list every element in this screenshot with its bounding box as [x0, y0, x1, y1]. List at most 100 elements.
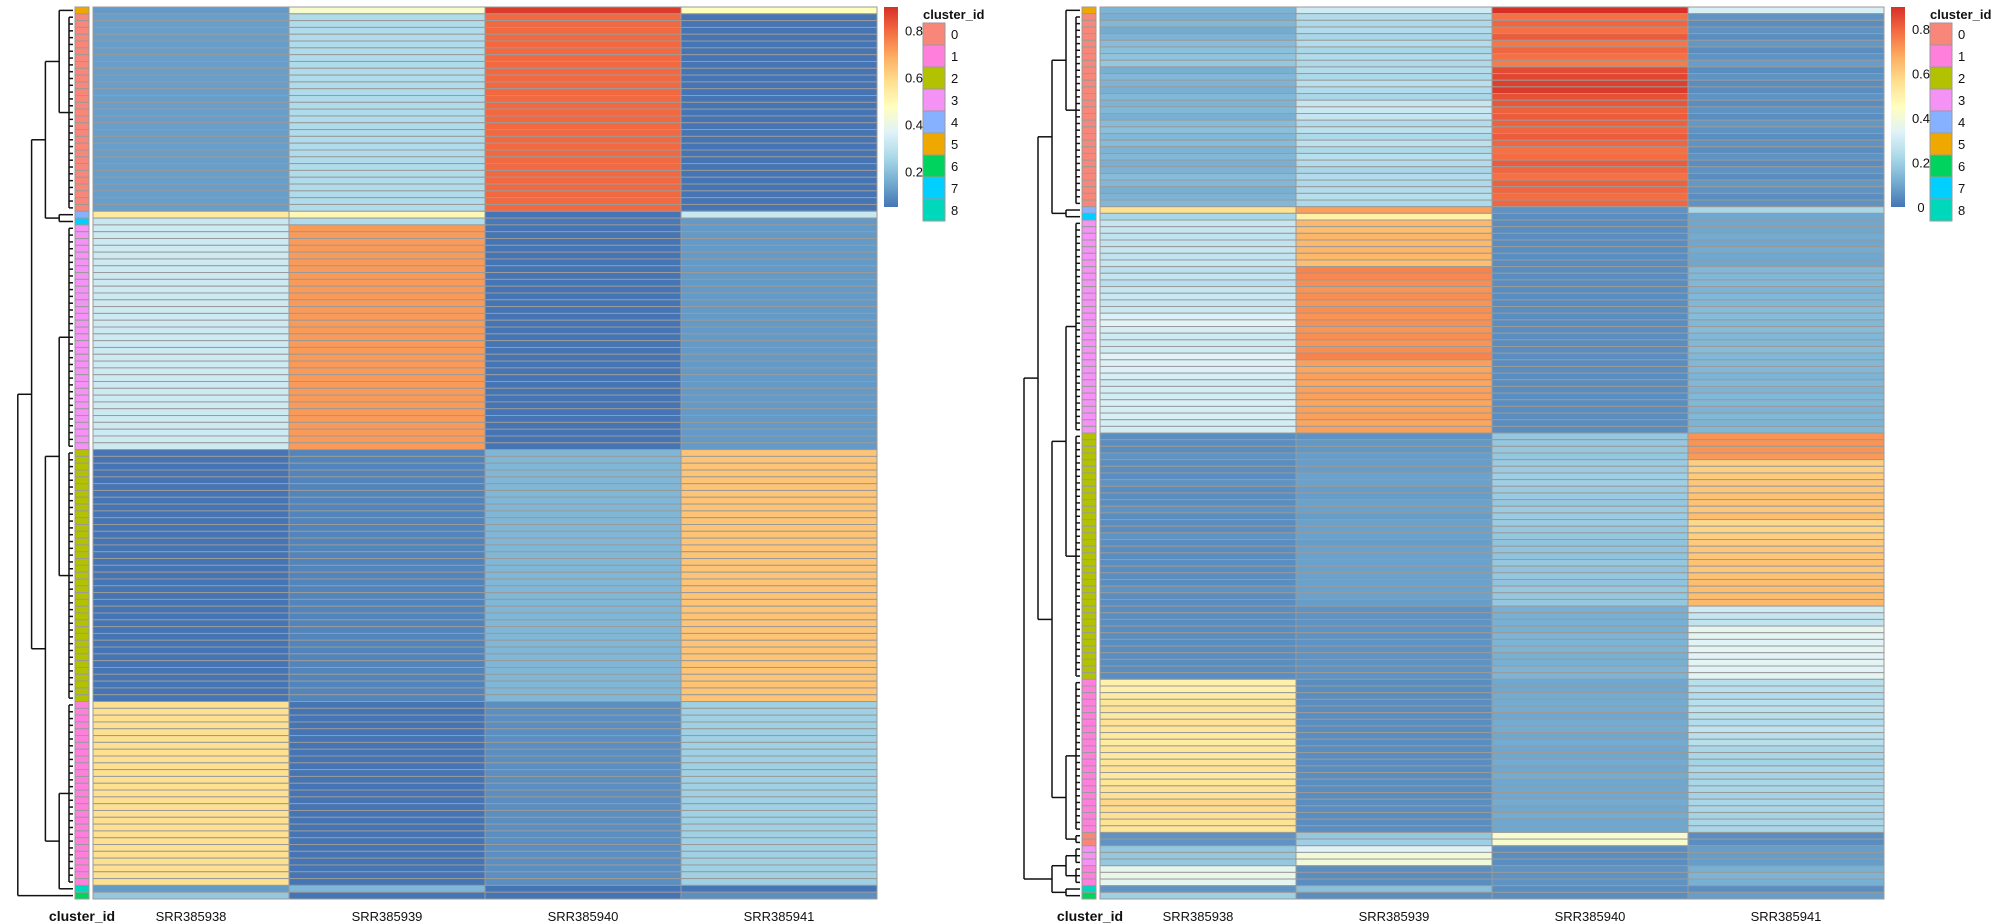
heatmap-cell: [1687, 499, 1885, 507]
heatmap-cell: [92, 517, 290, 525]
legend-item: 8: [922, 198, 958, 222]
cluster-annotation-cell: [1081, 539, 1097, 547]
heatmap-cell: [680, 278, 878, 287]
heatmap-cell: [1099, 46, 1297, 55]
heatmap-cell: [92, 421, 290, 430]
heatmap-cell: [1099, 565, 1297, 574]
heatmap-cell: [484, 26, 682, 35]
heatmap-cell: [680, 190, 878, 199]
cluster-annotation-cell: [74, 244, 90, 253]
heatmap-row: [92, 578, 878, 587]
heatmap-cell: [288, 401, 486, 410]
heatmap-row: [92, 340, 878, 348]
heatmap-cell: [484, 353, 682, 362]
cluster-annotation-cell: [1081, 838, 1097, 847]
heatmap-row: [92, 183, 878, 192]
heatmap-cell: [288, 251, 486, 260]
heatmap-cell: [484, 346, 682, 355]
cluster-annotation-cell: [74, 530, 90, 539]
heatmap-cell: [484, 183, 682, 192]
heatmap-row: [1099, 772, 1885, 780]
heatmap-row: [92, 401, 878, 410]
heatmap-cell: [1099, 525, 1297, 534]
heatmap-cell: [1295, 552, 1493, 561]
heatmap-cell: [680, 769, 878, 777]
heatmap-row: [92, 197, 878, 205]
heatmap-cell: [1099, 745, 1297, 754]
heatmap-cell: [288, 67, 486, 76]
cluster-annotation-cell: [74, 13, 90, 22]
cluster-annotation-cell: [1081, 678, 1097, 687]
heatmap-row: [92, 755, 878, 764]
heatmap-cell: [680, 775, 878, 784]
heatmap-cell: [288, 60, 486, 69]
heatmap-row: [92, 54, 878, 62]
cluster-annotation-cell: [74, 272, 90, 280]
heatmap-cell: [92, 265, 290, 274]
heatmap-cell: [92, 707, 290, 716]
heatmap-cell: [1491, 419, 1689, 427]
heatmap-cell: [484, 755, 682, 764]
heatmap-cell: [1295, 246, 1493, 254]
cluster-annotation-cell: [1081, 805, 1097, 813]
heatmap-cell: [288, 20, 486, 28]
cluster-annotation-cell: [74, 517, 90, 525]
heatmap-cell: [1687, 113, 1885, 121]
heatmap-cell: [680, 149, 878, 158]
cluster-annotation-cell: [74, 47, 90, 56]
heatmap-row: [1099, 206, 1885, 214]
heatmap-cell: [1687, 818, 1885, 827]
heatmap-cell: [680, 537, 878, 546]
cluster-annotation-cell: [1081, 811, 1097, 820]
heatmap-cell: [1295, 831, 1493, 840]
heatmap-cell: [484, 782, 682, 791]
heatmap-cell: [1491, 365, 1689, 374]
heatmap-cell: [1491, 432, 1689, 441]
heatmap-row: [1099, 705, 1885, 714]
heatmap-row: [92, 530, 878, 539]
heatmap-row: [92, 680, 878, 689]
heatmap-cell: [1687, 705, 1885, 714]
heatmap-cell: [1099, 332, 1297, 341]
heatmap-cell: [288, 510, 486, 519]
heatmap-cell: [92, 360, 290, 369]
heatmap-cell: [484, 360, 682, 369]
heatmap-cell: [1687, 559, 1885, 567]
heatmap-cell: [1687, 372, 1885, 381]
heatmap-cell: [92, 401, 290, 410]
heatmap-row: [1099, 532, 1885, 541]
heatmap-cell: [92, 203, 290, 212]
heatmap-cell: [484, 721, 682, 730]
cluster-annotation-cell: [1081, 878, 1097, 887]
heatmap-cell: [1491, 831, 1689, 840]
cluster-annotation-cell: [1081, 365, 1097, 374]
heatmap-cell: [1295, 199, 1493, 208]
heatmap-row: [1099, 152, 1885, 161]
heatmap-row: [1099, 492, 1885, 501]
heatmap-cell: [680, 564, 878, 573]
heatmap-cell: [680, 265, 878, 274]
heatmap-cell: [92, 803, 290, 811]
heatmap-cell: [1687, 412, 1885, 421]
heatmap-cell: [1099, 299, 1297, 308]
heatmap-cell: [1491, 632, 1689, 640]
heatmap-cell: [484, 299, 682, 308]
heatmap-cell: [1491, 445, 1689, 454]
heatmap-cell: [484, 210, 682, 219]
heatmap-cell: [1687, 552, 1885, 561]
row-dendrogram: [17, 9, 73, 897]
heatmap-row: [1099, 79, 1885, 88]
cluster-annotation-cell: [74, 673, 90, 682]
heatmap-cell: [1687, 692, 1885, 700]
heatmap-row: [92, 95, 878, 103]
heatmap-cell: [288, 728, 486, 737]
heatmap-cell: [288, 217, 486, 226]
cluster-annotation-cell: [74, 741, 90, 750]
heatmap-row: [92, 837, 878, 846]
heatmap-cell: [1099, 306, 1297, 314]
cluster-annotation-cell: [1081, 126, 1097, 134]
heatmap-cell: [1099, 459, 1297, 467]
heatmap-cell: [484, 639, 682, 648]
heatmap-cell: [484, 203, 682, 212]
column-label: SRR385938: [156, 909, 227, 924]
